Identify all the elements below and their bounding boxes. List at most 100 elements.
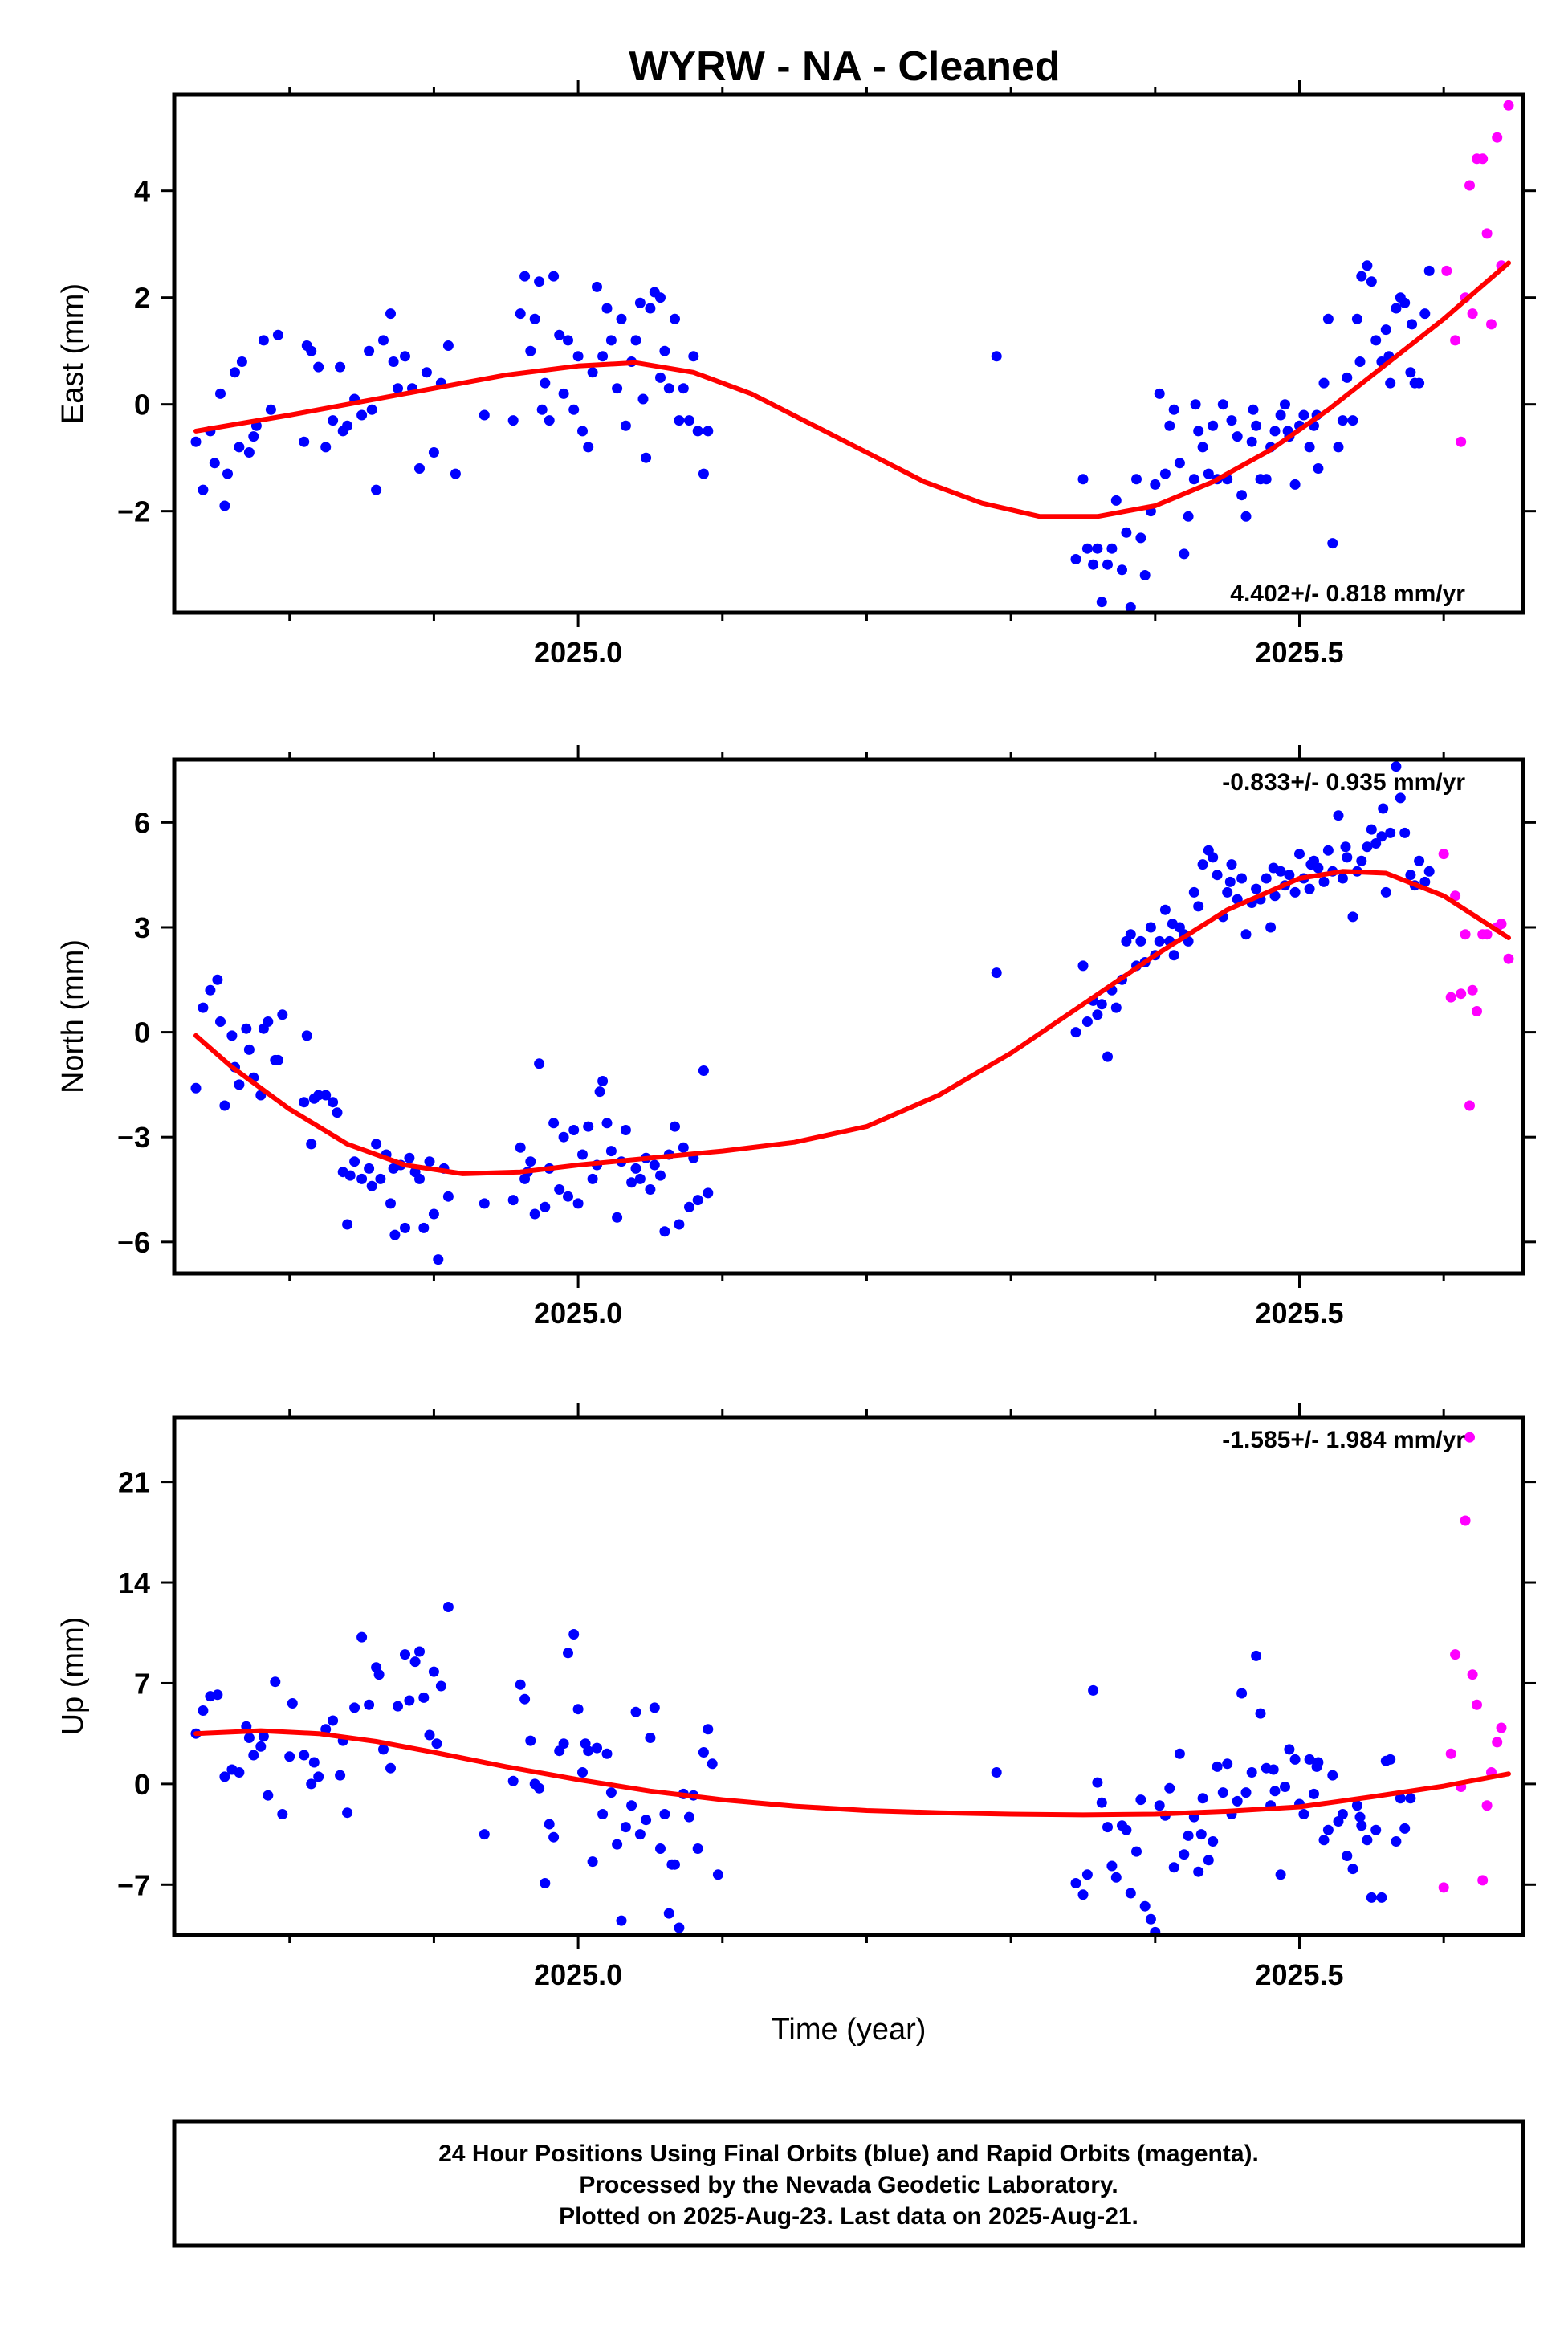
y-tick-label-north: 0: [134, 1016, 150, 1049]
final-point-up: [568, 1629, 580, 1640]
final-point-up: [587, 1856, 598, 1868]
final-point-up: [287, 1698, 298, 1709]
final-point-east: [366, 404, 377, 415]
final-point-east: [428, 447, 439, 458]
final-point-north: [1322, 845, 1334, 856]
final-point-east: [1298, 409, 1309, 421]
final-point-north: [1077, 960, 1089, 972]
final-point-up: [601, 1748, 613, 1759]
final-point-east: [605, 335, 617, 346]
x-tick-label-up: 2025.5: [1255, 1958, 1343, 1991]
final-point-north: [1356, 855, 1367, 866]
final-point-up: [1183, 1830, 1194, 1841]
final-point-north: [375, 1173, 386, 1184]
final-point-north: [1340, 841, 1351, 853]
final-point-east: [641, 452, 652, 463]
final-point-up: [349, 1702, 360, 1713]
final-point-up: [1135, 1794, 1146, 1806]
y-tick-label-up: −7: [117, 1868, 150, 1901]
final-point-up: [620, 1822, 631, 1833]
final-point-east: [388, 356, 399, 367]
final-point-up: [645, 1733, 656, 1743]
y-tick-label-north: 6: [134, 806, 150, 839]
final-point-east: [620, 420, 631, 431]
y-tick-label-up: 0: [134, 1768, 150, 1801]
y-tick-label-north: −6: [117, 1226, 150, 1259]
final-point-north: [418, 1222, 430, 1233]
final-point-east: [655, 292, 666, 303]
final-point-north: [1405, 870, 1416, 881]
final-point-east: [1342, 372, 1353, 383]
final-point-east: [198, 484, 209, 495]
final-point-north: [1376, 831, 1387, 842]
final-point-east: [1110, 495, 1122, 506]
y-tick-label-up: 7: [134, 1667, 150, 1700]
final-point-up: [1092, 1777, 1103, 1788]
final-point-up: [605, 1787, 617, 1798]
final-point-east: [299, 436, 310, 447]
final-point-north: [540, 1201, 551, 1212]
final-point-north: [1168, 950, 1179, 961]
final-point-up: [1102, 1822, 1113, 1833]
final-point-east: [1077, 474, 1089, 485]
final-point-up: [659, 1809, 670, 1819]
final-point-east: [328, 415, 339, 426]
final-point-up: [580, 1738, 591, 1750]
final-point-north: [601, 1118, 613, 1129]
final-point-north: [1081, 1016, 1093, 1027]
final-point-up: [1106, 1860, 1118, 1872]
final-point-north: [1342, 852, 1353, 863]
final-point-east: [1414, 377, 1425, 389]
final-point-east: [1419, 308, 1431, 320]
final-point-east: [320, 442, 332, 453]
final-point-east: [230, 367, 240, 378]
final-point-up: [1366, 1892, 1377, 1903]
final-point-north: [1145, 922, 1156, 933]
final-point-east: [258, 335, 269, 346]
final-point-up: [592, 1742, 602, 1754]
final-point-up: [1222, 1758, 1233, 1770]
final-point-east: [1236, 490, 1248, 501]
y-axis-label-east: East (mm): [56, 283, 90, 424]
final-point-north: [424, 1156, 435, 1167]
final-point-east: [393, 383, 403, 394]
rapid-point-north: [1467, 984, 1478, 996]
rate-annotation-up: -1.585+/- 1.984 mm/yr: [1222, 1427, 1465, 1453]
final-point-up: [1385, 1754, 1396, 1765]
final-point-north: [1154, 935, 1165, 947]
final-point-east: [1248, 404, 1259, 415]
final-point-north: [1380, 886, 1391, 898]
final-point-up: [1311, 1761, 1322, 1772]
final-point-east: [1139, 570, 1151, 580]
final-point-up: [707, 1758, 718, 1770]
final-point-east: [1351, 313, 1362, 324]
final-point-east: [507, 415, 519, 426]
final-point-east: [209, 458, 220, 469]
final-point-north: [1110, 1002, 1122, 1013]
final-point-up: [698, 1747, 709, 1758]
final-point-up: [1298, 1809, 1309, 1819]
x-tick-label-east: 2025.0: [534, 636, 622, 669]
final-point-up: [519, 1693, 531, 1705]
final-point-up: [1179, 1849, 1190, 1860]
final-point-up: [1217, 1787, 1228, 1798]
final-point-up: [248, 1750, 259, 1761]
final-point-up: [255, 1741, 267, 1752]
final-point-north: [1188, 886, 1199, 898]
final-point-east: [1164, 420, 1175, 431]
final-point-up: [544, 1819, 555, 1830]
final-point-up: [1125, 1888, 1136, 1899]
final-point-east: [1193, 426, 1204, 437]
final-point-east: [1240, 511, 1252, 522]
final-point-east: [222, 468, 233, 479]
final-point-up: [328, 1715, 339, 1726]
final-point-up: [1304, 1754, 1315, 1765]
final-point-east: [1188, 474, 1199, 485]
final-point-north: [1333, 810, 1344, 821]
final-point-north: [479, 1198, 490, 1209]
final-point-east: [1322, 313, 1334, 324]
final-point-up: [649, 1702, 660, 1713]
x-tick-label-north: 2025.0: [534, 1297, 622, 1330]
final-point-north: [299, 1097, 310, 1108]
final-point-up: [1203, 1855, 1214, 1866]
